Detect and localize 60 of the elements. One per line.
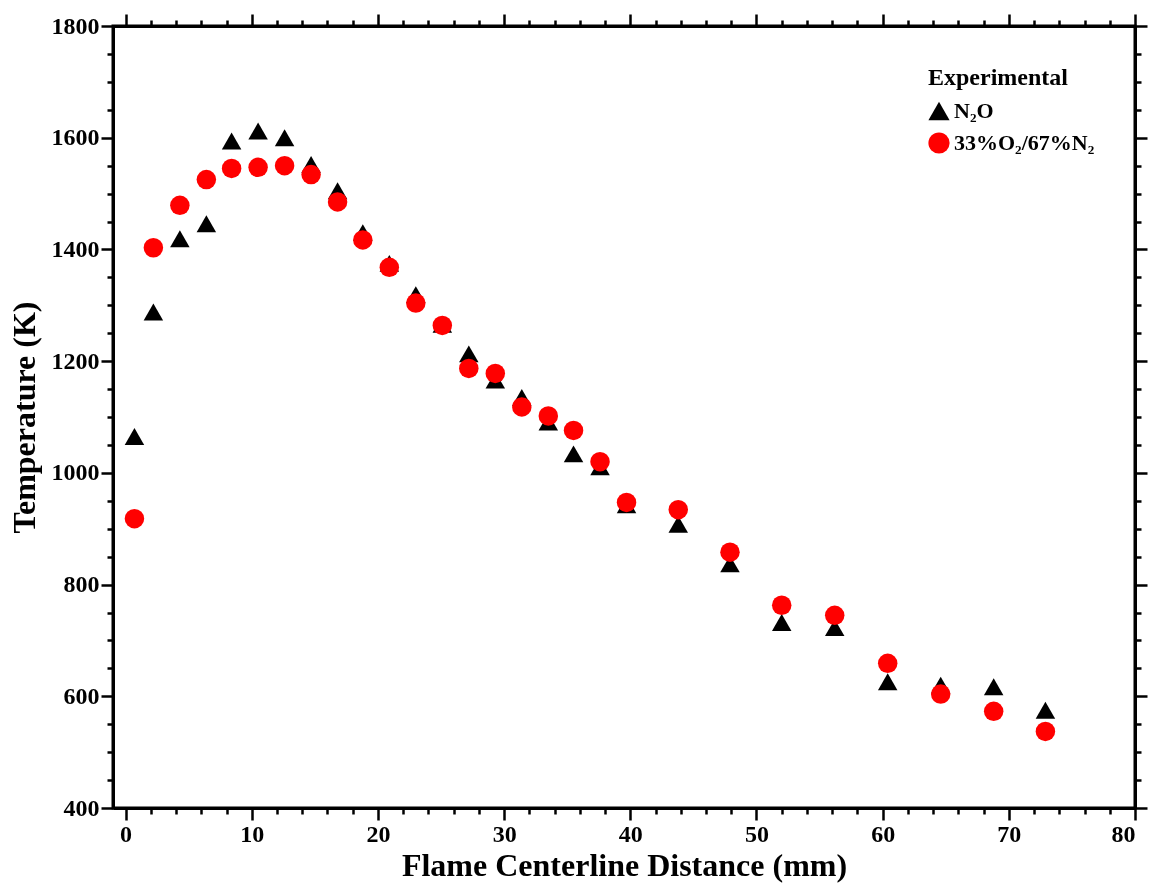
point	[274, 129, 295, 147]
point	[170, 230, 190, 248]
y-axis-title: Temperature (K)	[5, 301, 42, 534]
point	[771, 614, 792, 631]
y-tick-label: 1400	[51, 235, 100, 262]
legend-label: N₂O	[954, 98, 994, 123]
point	[771, 595, 792, 615]
point	[248, 122, 268, 140]
x-tick-label: 70	[997, 820, 1022, 847]
x-tick-label: 20	[366, 820, 391, 847]
point	[301, 164, 321, 185]
x-tick-label: 60	[871, 820, 896, 847]
point	[248, 157, 268, 178]
point	[170, 195, 190, 216]
point	[459, 358, 479, 379]
x-tick-label: 30	[492, 820, 517, 847]
y-tick-label: 800	[63, 571, 100, 598]
y-tick-label: 1200	[51, 347, 100, 374]
y-tick-label: 1000	[51, 459, 100, 486]
y-tick-label: 1800	[51, 12, 100, 39]
y-tick-label: 400	[63, 794, 100, 821]
point	[590, 451, 610, 472]
point	[877, 673, 898, 691]
point	[221, 158, 242, 179]
x-tick-label: 10	[240, 820, 265, 847]
x-axis-title: Flame Centerline Distance (mm)	[401, 846, 848, 883]
x-tick-label: 80	[1111, 820, 1136, 847]
point	[353, 230, 373, 250]
point	[143, 303, 164, 321]
point	[1035, 701, 1056, 719]
point	[327, 192, 348, 212]
point	[196, 215, 217, 233]
point	[196, 169, 217, 190]
x-tick-label: 0	[120, 820, 133, 847]
point	[563, 420, 584, 441]
y-tick-label: 600	[63, 682, 100, 709]
point	[720, 542, 740, 562]
x-tick-label: 50	[744, 820, 769, 847]
point	[379, 257, 400, 278]
point	[274, 155, 295, 176]
y-tick-label: 1600	[51, 124, 100, 151]
point	[983, 678, 1004, 696]
point	[538, 406, 559, 426]
point	[124, 428, 145, 445]
point	[143, 238, 164, 258]
point	[930, 684, 951, 704]
point	[877, 653, 898, 674]
point	[221, 132, 242, 150]
legend-title: Experimental	[928, 64, 1069, 90]
point	[563, 445, 584, 463]
point	[485, 363, 506, 384]
point	[406, 293, 426, 313]
point	[1035, 721, 1056, 742]
x-tick-label: 40	[618, 820, 643, 847]
point	[983, 701, 1004, 722]
point	[824, 605, 845, 626]
point	[124, 508, 145, 529]
legend-label: 33%O₂/67%N₂	[954, 130, 1095, 155]
point	[512, 397, 532, 417]
point	[668, 500, 688, 520]
